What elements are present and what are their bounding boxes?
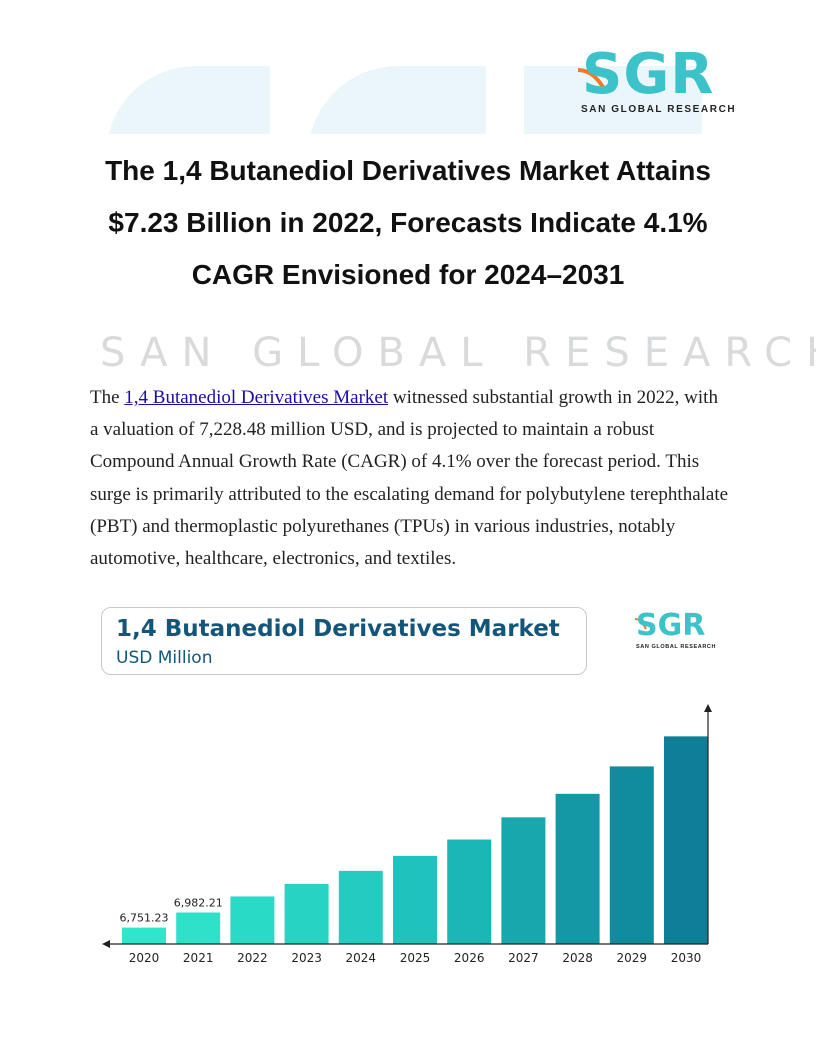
x-tick-label: 2024 [346,951,377,965]
x-tick-label: 2025 [400,951,431,965]
x-tick-label: 2020 [129,951,160,965]
chart-logo-letters: SGR [636,608,706,643]
x-axis-arrow-icon [102,940,110,948]
page-title: The 1,4 Butanediol Derivatives Market At… [105,155,711,290]
x-tick-label: 2026 [454,951,485,965]
bar-2020 [122,927,166,944]
x-tick-label: 2021 [183,951,214,965]
bar-2022 [230,896,275,944]
bar-2023 [284,883,329,944]
bar-2024 [338,870,383,944]
bar-2030 [664,736,708,944]
logo-subtitle: SAN GLOBAL RESEARCH [581,104,737,115]
logo-swoosh-icon [577,68,608,93]
x-tick-label: 2022 [237,951,268,965]
intro-text-start: The [90,387,125,408]
x-tick-label: 2029 [617,951,648,965]
watermark-letter-s [106,66,270,134]
mini-swoosh-icon [634,618,647,630]
x-tick-label: 2027 [508,951,539,965]
intro-text-rest: witnessed substantial growth in 2022, wi… [90,387,729,570]
watermark-top [100,66,720,134]
bar-2026 [447,839,492,944]
y-axis-arrow-icon [704,704,712,712]
intro-paragraph: The 1,4 Butanediol Derivatives Market wi… [90,382,730,575]
x-tick-label: 2030 [671,951,702,965]
chart-title: 1,4 Butanediol Derivatives Market [116,616,560,642]
chart-logo-subtitle: SAN GLOBAL RESEARCH [636,644,717,650]
market-link[interactable]: 1,4 Butanediol Derivatives Market [124,387,389,408]
logo-letters: SGR [582,42,715,107]
chart-sgr-logo: SGR SAN GLOBAL RESEARCH [634,610,716,656]
watermark-letter-g [308,66,486,134]
bar-2027 [501,817,546,944]
x-tick-label: 2028 [562,951,593,965]
bar-2025 [393,855,437,944]
bar-data-label: 6,982.21 [174,897,223,910]
watermark-letter-r [524,66,702,134]
watermark-text: SAN GLOBAL RESEARCH [100,330,816,376]
x-tick-label: 2023 [291,951,322,965]
bar-2028 [555,793,600,944]
bar-data-label: 6,751.23 [120,912,169,925]
sgr-logo: SGR SAN GLOBAL RESEARCH [576,42,735,118]
bar-2021 [176,912,221,944]
bar-2029 [609,766,654,944]
chart-title-box: 1,4 Butanediol Derivatives Market USD Mi… [101,607,587,675]
bar-chart: 6,751.23 6,982.21 2020 2021 2022 2023 2024 202… [102,704,712,965]
chart-unit: USD Million [116,648,213,668]
